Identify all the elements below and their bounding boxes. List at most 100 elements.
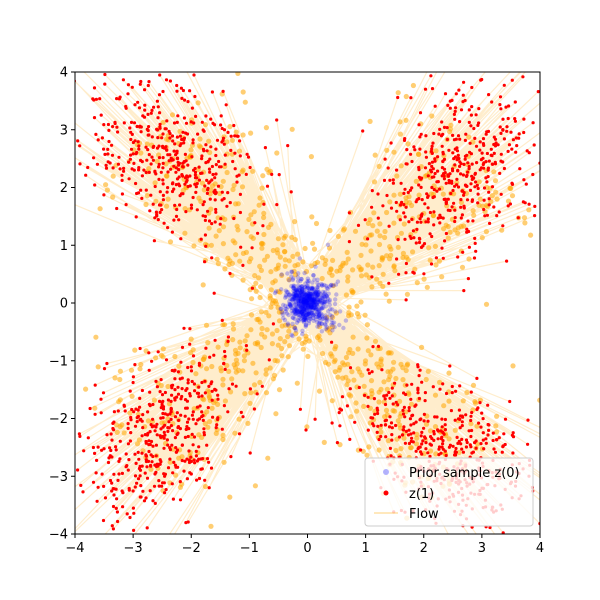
- prior-point: [312, 292, 318, 297]
- prior-point: [316, 310, 321, 315]
- z1-point: [420, 452, 424, 456]
- z1-point: [370, 275, 374, 279]
- z1-point: [524, 182, 528, 186]
- z1-point: [455, 183, 459, 187]
- z1-point: [117, 97, 121, 101]
- z1-point: [154, 454, 158, 458]
- prior-point: [296, 309, 302, 314]
- z1-point: [401, 428, 405, 432]
- prior-point: [294, 293, 300, 299]
- flow-density-mark: [167, 459, 173, 465]
- z1-point: [115, 125, 119, 129]
- prior-point: [279, 287, 284, 292]
- z1-point: [136, 450, 140, 454]
- z1-point: [407, 409, 411, 413]
- prior-point: [305, 311, 311, 317]
- flow-density-mark: [282, 339, 288, 345]
- z1-point: [138, 396, 142, 400]
- z1-point: [93, 412, 97, 416]
- flow-density-mark: [419, 344, 425, 350]
- z1-point: [183, 414, 187, 418]
- flow-density-mark: [499, 227, 505, 233]
- flow-density-mark: [266, 313, 272, 319]
- z1-point: [469, 124, 473, 128]
- z1-point: [216, 417, 220, 422]
- z1-point: [146, 148, 150, 152]
- z1-point: [230, 382, 235, 386]
- z1-point: [391, 181, 395, 185]
- z1-point: [147, 439, 151, 443]
- z1-point: [188, 327, 192, 331]
- prior-point: [311, 305, 316, 310]
- z1-point: [157, 156, 162, 160]
- z1-point: [487, 428, 491, 432]
- prior-point: [305, 279, 310, 284]
- z1-point: [200, 120, 204, 124]
- z1-point: [404, 298, 408, 302]
- flow-density-mark: [165, 196, 171, 202]
- z1-point: [476, 406, 480, 410]
- prior-point: [289, 269, 294, 274]
- z1-point: [379, 423, 383, 427]
- prior-point: [296, 301, 302, 306]
- prior-point: [303, 301, 309, 306]
- z1-point: [404, 261, 408, 266]
- z1-point: [169, 399, 173, 403]
- prior-point: [323, 315, 328, 321]
- z1-point: [132, 161, 136, 165]
- flow-density-mark: [379, 257, 385, 263]
- z1-point: [455, 149, 460, 153]
- flow-density-mark: [427, 257, 433, 263]
- z1-point: [222, 404, 226, 408]
- z1-point: [182, 141, 186, 145]
- prior-point: [318, 298, 323, 304]
- z1-point: [177, 218, 181, 222]
- z1-point: [204, 143, 208, 147]
- z1-point: [475, 376, 479, 380]
- z1-point: [286, 144, 290, 148]
- prior-point: [285, 290, 290, 295]
- z1-point: [170, 368, 174, 373]
- flow-density-mark: [358, 299, 364, 305]
- flow-density-mark: [261, 210, 267, 216]
- flow-density-mark: [206, 138, 212, 144]
- z1-point: [172, 164, 176, 168]
- z1-point: [510, 433, 514, 437]
- z1-point: [420, 198, 424, 202]
- flow-density-mark: [363, 242, 369, 248]
- flow-density-mark: [362, 361, 368, 367]
- z1-point: [493, 162, 498, 166]
- flow-density-mark: [154, 158, 160, 164]
- z1-point: [107, 456, 111, 460]
- z1-point: [161, 89, 165, 94]
- z1-point: [401, 412, 406, 416]
- flow-density-mark: [272, 357, 278, 364]
- flow-density-mark: [391, 149, 397, 155]
- prior-point: [305, 294, 310, 299]
- x-axis: −4 −3 −2 −1 0 1 2 3 4: [65, 534, 544, 556]
- z1-point: [458, 120, 462, 124]
- prior-point: [327, 299, 332, 304]
- z1-point: [430, 160, 434, 164]
- prior-point: [290, 311, 295, 316]
- z1-point: [399, 181, 403, 185]
- flow-density-mark: [167, 239, 174, 245]
- z1-point: [191, 138, 195, 142]
- prior-point: [306, 312, 312, 317]
- prior-point: [307, 291, 312, 296]
- z1-point: [407, 428, 411, 432]
- z1-point: [100, 448, 104, 452]
- z1-point: [138, 474, 142, 478]
- prior-point: [303, 315, 308, 320]
- flow-density-mark: [371, 210, 377, 216]
- prior-point: [314, 303, 320, 308]
- flow-density-mark: [386, 350, 392, 356]
- flow-density-mark: [195, 100, 201, 106]
- flow-density-mark: [273, 266, 279, 272]
- z1-point: [79, 483, 83, 487]
- prior-point: [291, 276, 296, 281]
- flow-density-mark: [325, 361, 332, 367]
- prior-point: [307, 293, 312, 298]
- flow-density-mark: [269, 300, 275, 306]
- z1-point: [387, 425, 392, 429]
